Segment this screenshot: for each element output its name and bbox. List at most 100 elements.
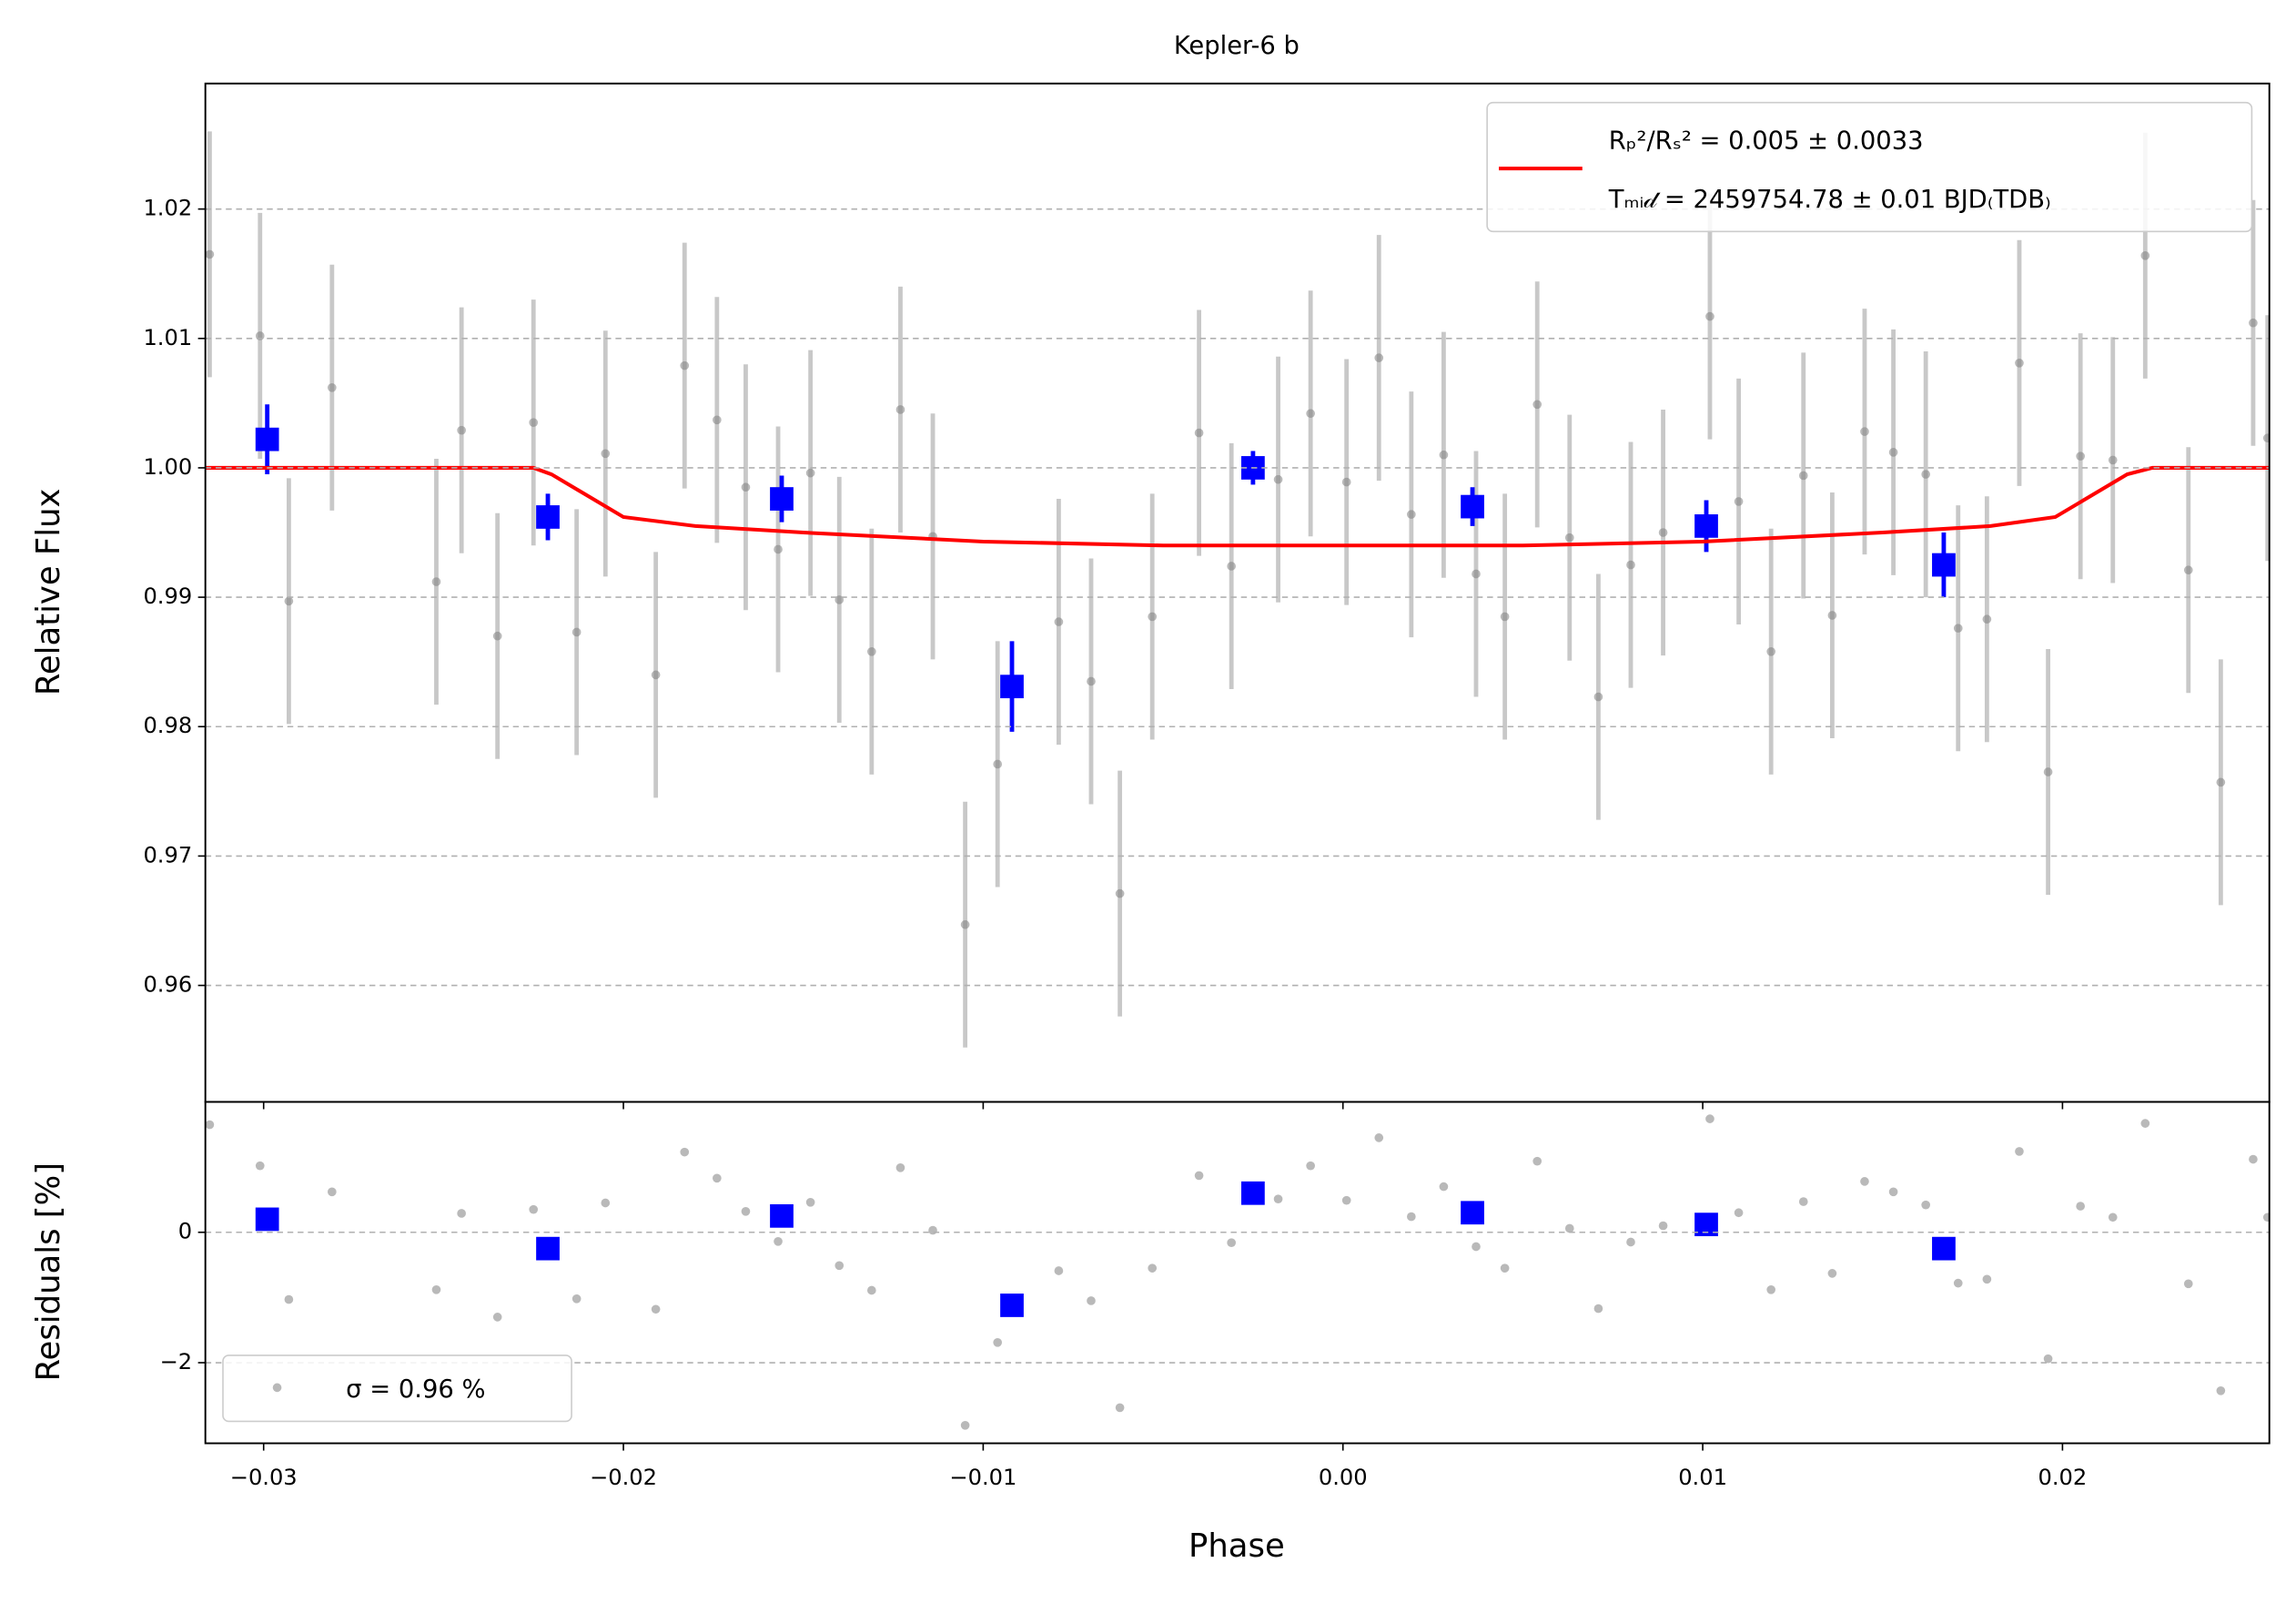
y-tick-label: 0.96: [143, 972, 192, 998]
legend-label: σ = 0.96 %: [346, 1375, 485, 1404]
data-point: [1798, 471, 1808, 481]
x-tick-label: −0.01: [949, 1465, 1017, 1490]
data-point: [1888, 448, 1898, 457]
data-point: [1500, 1263, 1510, 1273]
data-point: [205, 1120, 215, 1130]
data-point: [928, 1225, 937, 1235]
binned-point: [1000, 675, 1024, 699]
data-point: [1273, 1194, 1283, 1204]
data-point: [1705, 1114, 1714, 1123]
data-point: [2262, 433, 2270, 443]
data-point: [741, 482, 751, 492]
data-point: [2262, 1212, 2270, 1223]
data-point: [457, 1209, 466, 1218]
data-point: [805, 468, 815, 478]
x-tick-label: 0.00: [1319, 1465, 1368, 1490]
binned-point: [770, 487, 794, 511]
x-tick-label: 0.02: [2038, 1465, 2088, 1490]
data-point: [2183, 1279, 2193, 1289]
data-point: [255, 1161, 265, 1171]
data-point: [529, 418, 539, 428]
legend-label: Rₚ²/Rₛ² = 0.005 ± 0.0033: [1609, 127, 1924, 156]
data-point: [2140, 250, 2150, 260]
data-point: [1827, 611, 1837, 620]
data-point: [895, 1163, 905, 1172]
data-point: [1734, 1208, 1744, 1218]
data-point: [2183, 565, 2193, 575]
data-point: [1827, 1269, 1837, 1278]
binned-point: [1694, 514, 1718, 538]
data-point: [1860, 1177, 1869, 1186]
data-point: [1148, 612, 1158, 622]
binned-point: [255, 1207, 279, 1232]
data-point: [2076, 1202, 2085, 1211]
data-point: [1766, 646, 1776, 656]
data-point: [457, 425, 466, 435]
x-tick-label: −0.02: [590, 1465, 657, 1490]
data-point: [1227, 562, 1236, 571]
x-tick-label: −0.03: [230, 1465, 298, 1490]
binned-point: [770, 1203, 794, 1228]
data-point: [713, 415, 722, 425]
axes-frame: [204, 1101, 2271, 1445]
data-point: [1472, 569, 1481, 579]
model-line: [205, 465, 2270, 548]
y-axis-label: Residuals [%]: [30, 1162, 67, 1382]
data-point: [680, 360, 690, 370]
data-point: [1054, 617, 1064, 626]
y-tick-label: 0: [178, 1219, 192, 1244]
data-point: [1734, 497, 1744, 506]
data-point: [327, 382, 337, 392]
data-point: [284, 1294, 294, 1304]
data-point: [431, 577, 441, 586]
data-point: [571, 627, 582, 637]
data-point: [284, 596, 294, 606]
data-point: [1626, 1237, 1635, 1247]
binned-point: [1461, 494, 1484, 519]
data-point: [1564, 533, 1574, 543]
data-point: [1115, 1403, 1125, 1413]
data-point: [1439, 1182, 1449, 1192]
binned-point: [1932, 553, 1956, 577]
data-point: [1626, 560, 1635, 570]
data-point: [960, 1420, 970, 1430]
data-point: [431, 1284, 441, 1294]
data-point: [2015, 1147, 2024, 1156]
data-point: [1273, 474, 1283, 484]
data-point: [1374, 1133, 1384, 1142]
binned-point: [1932, 1236, 1956, 1261]
data-point: [1472, 1242, 1481, 1252]
x-tick-label: 0.01: [1678, 1465, 1727, 1490]
binned-point: [536, 1236, 560, 1261]
data-point: [993, 1337, 1003, 1347]
data-point: [1407, 510, 1416, 519]
data-point: [1860, 427, 1869, 436]
legend-box: [1486, 101, 2253, 233]
data-point: [1341, 477, 1351, 487]
data-point: [2140, 1119, 2150, 1128]
data-point: [2108, 1212, 2118, 1223]
data-point: [1593, 1304, 1603, 1314]
y-tick-label: 1.01: [143, 325, 192, 350]
data-point: [1593, 692, 1603, 702]
data-point: [1500, 612, 1510, 622]
data-point: [601, 449, 611, 459]
data-point: [680, 1147, 690, 1157]
data-point: [205, 249, 215, 259]
data-point: [1087, 1296, 1096, 1305]
binned-point: [255, 427, 279, 451]
data-point: [1953, 624, 1963, 634]
data-point: [993, 759, 1003, 769]
data-point: [2015, 358, 2024, 368]
data-point: [1341, 1195, 1351, 1205]
y-tick-label: 1.02: [143, 196, 192, 221]
data-point: [2249, 318, 2258, 328]
data-point: [492, 1313, 502, 1322]
data-point: [651, 670, 661, 680]
data-point: [2216, 1385, 2226, 1395]
data-point: [1148, 1263, 1158, 1273]
chart-title: Kepler-6 b: [1174, 32, 1300, 60]
